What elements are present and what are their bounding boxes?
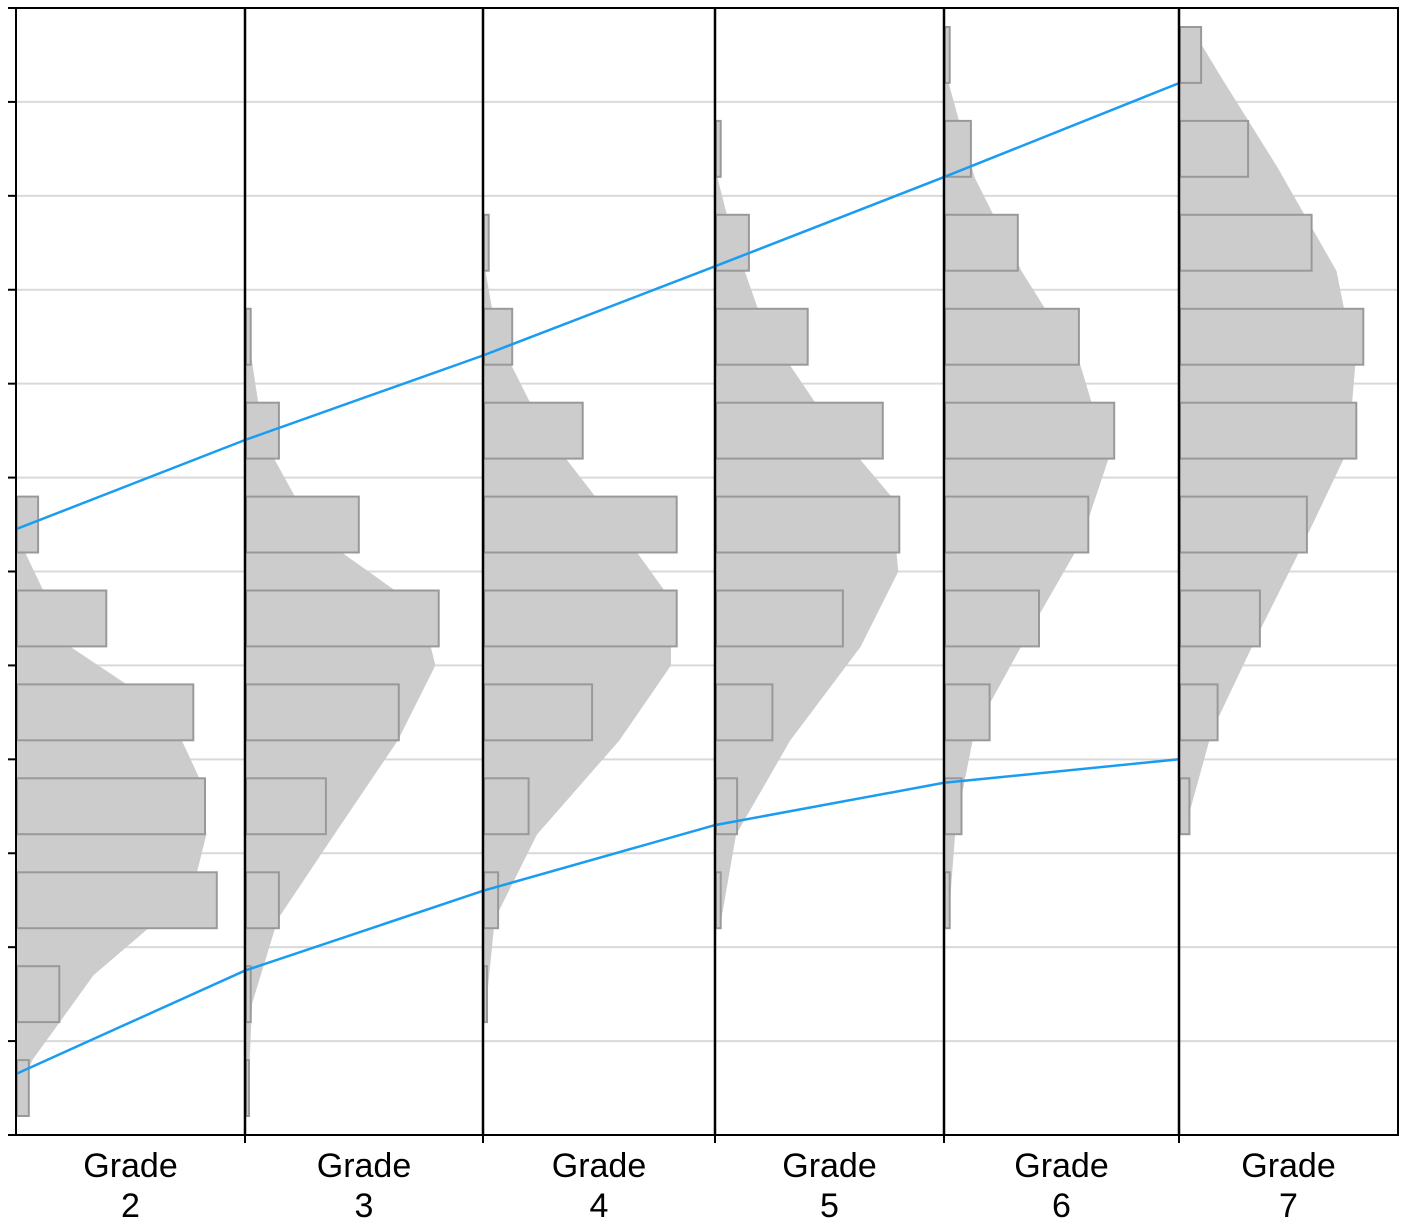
panel-label-grade: Grade [317, 1147, 412, 1185]
bar-grade-3 [245, 965, 252, 1024]
bar-grade-5 [715, 495, 901, 554]
panel-label-number: 6 [1052, 1187, 1071, 1225]
bar-grade-5 [715, 683, 774, 742]
panel-label-grade: Grade [552, 1147, 647, 1185]
bar-grade-7 [1179, 307, 1365, 366]
bar-grade-6 [944, 307, 1080, 366]
bar-grade-7 [1179, 495, 1308, 554]
panel-label-grade: Grade [1014, 1147, 1109, 1185]
bar-grade-6 [944, 401, 1116, 460]
reference-lines-group [15, 81, 1180, 1076]
bar-grade-2 [16, 871, 218, 930]
bar-grade-7 [1179, 26, 1203, 84]
bar-grade-5 [715, 871, 722, 930]
panel-label-grade: Grade [782, 1147, 877, 1185]
lower-reference-line [15, 758, 1180, 1076]
bar-grade-7 [1179, 401, 1358, 460]
bar-grade-6 [944, 871, 951, 930]
bar-grade-3 [245, 495, 360, 554]
panel-label-number: 5 [820, 1187, 839, 1225]
bar-grade-2 [16, 683, 195, 742]
bar-grade-5 [715, 589, 844, 648]
bar-grade-6 [944, 26, 951, 84]
bar-grade-3 [245, 683, 400, 742]
bar-grade-5 [715, 307, 809, 366]
bar-grade-2 [16, 589, 108, 648]
bar-grade-4 [483, 589, 678, 648]
bar-grade-3 [245, 589, 440, 648]
panel-label-number: 7 [1279, 1187, 1298, 1225]
upper-reference-line [15, 81, 1180, 531]
bar-grade-6 [944, 589, 1040, 648]
bar-grade-7 [1179, 589, 1261, 648]
bar-grade-5 [715, 401, 884, 460]
bar-grade-5 [715, 777, 739, 836]
bar-grade-3 [245, 871, 280, 930]
bar-grade-2 [16, 777, 206, 836]
bar-grade-4 [483, 495, 678, 554]
panel-label-number: 2 [121, 1187, 140, 1225]
panel-label-grade: Grade [83, 1147, 178, 1185]
bar-grade-7 [1179, 213, 1313, 272]
bar-grade-4 [483, 213, 490, 272]
frame-group [8, 7, 1399, 1143]
bar-grade-2 [16, 965, 61, 1024]
bar-grade-7 [1179, 119, 1250, 178]
bar-grade-5 [715, 213, 750, 272]
bar-grade-3 [245, 1059, 250, 1117]
bar-grade-5 [715, 119, 722, 178]
panel-label-number: 3 [355, 1187, 374, 1225]
bar-grade-3 [245, 777, 327, 836]
bar-grade-4 [483, 307, 514, 366]
bar-grade-6 [944, 777, 963, 836]
panel-label-grade: Grade [1241, 1147, 1336, 1185]
bar-grade-4 [483, 777, 530, 836]
bar-grade-4 [483, 683, 594, 742]
bar-grade-6 [944, 495, 1090, 554]
bar-grade-6 [944, 213, 1019, 272]
bar-grade-6 [944, 683, 991, 742]
bar-grade-7 [1179, 683, 1219, 742]
bar-grade-4 [483, 871, 500, 930]
bar-grade-4 [483, 965, 488, 1024]
bar-grade-3 [245, 307, 252, 366]
bars-group [16, 26, 1365, 1117]
bar-grade-7 [1179, 777, 1191, 836]
bar-grade-4 [483, 401, 584, 460]
panel-label-number: 4 [590, 1187, 609, 1225]
